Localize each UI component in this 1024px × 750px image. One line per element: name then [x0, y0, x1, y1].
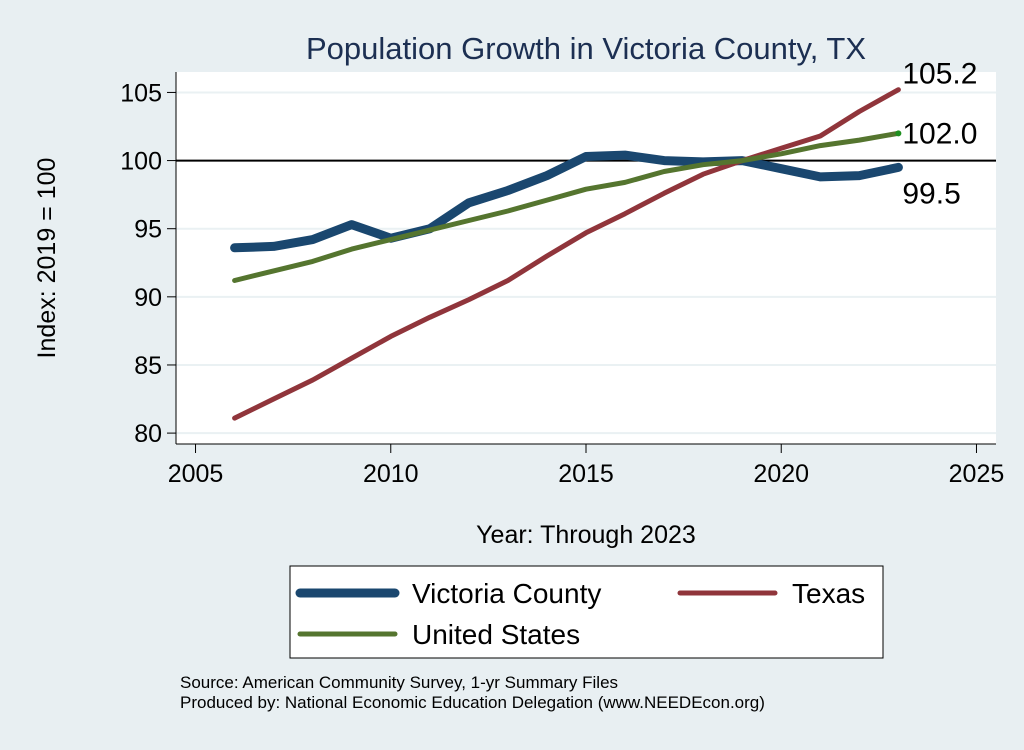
y-tick-label: 95: [134, 216, 162, 244]
y-axis-label: Index: 2019 = 100: [33, 158, 61, 359]
series-line-1: [232, 87, 901, 421]
legend-label-0: Victoria County: [412, 578, 601, 609]
source-note: Source: American Community Survey, 1-yr …: [180, 673, 618, 692]
x-tick-label: 2015: [558, 460, 614, 488]
end-label-0: 99.5: [902, 177, 960, 210]
x-tick-label: 2005: [168, 460, 224, 488]
x-tick-label: 2010: [363, 460, 419, 488]
end-label-2: 102.0: [902, 117, 977, 150]
legend-label-2: United States: [412, 619, 580, 650]
legend-label-1: Texas: [792, 578, 865, 609]
series-lines: [230, 87, 903, 421]
series-endpoint-2: [895, 130, 902, 137]
axes: 80 85 90 95 100 105 2005 2010 2015 2020 2025: [120, 72, 1004, 488]
series-line-0: [230, 150, 903, 253]
end-label-1: 105.2: [902, 58, 977, 91]
y-tick-label: 105: [120, 79, 162, 107]
y-tick-label: 80: [134, 420, 162, 448]
x-tick-label: 2020: [753, 460, 809, 488]
end-labels: 99.5 105.2 102.0: [902, 58, 977, 211]
series-line-2: [232, 130, 901, 283]
legend: Victoria County Texas United States: [295, 578, 865, 650]
legend-box: [289, 565, 884, 659]
grid: [176, 91, 996, 435]
chart-title: Population Growth in Victoria County, TX: [306, 31, 866, 66]
x-axis-label: Year: Through 2023: [476, 521, 696, 549]
x-tick-label: 2025: [949, 460, 1005, 488]
y-tick-label: 85: [134, 352, 162, 380]
y-tick-label: 90: [134, 284, 162, 312]
y-tick-label: 100: [120, 148, 162, 176]
producer-note: Produced by: National Economic Education…: [180, 693, 765, 712]
